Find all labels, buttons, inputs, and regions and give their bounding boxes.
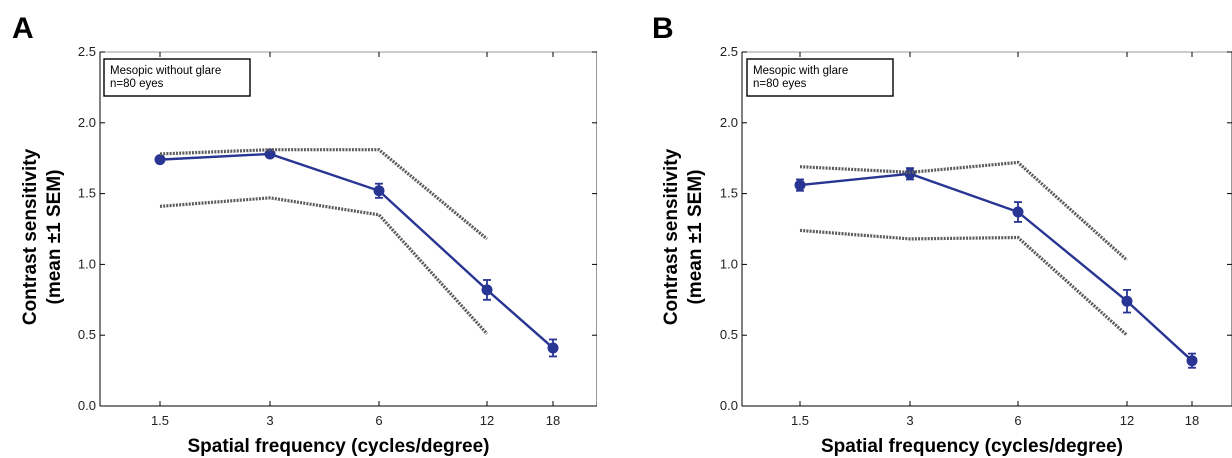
y-tick-label: 1.0 (720, 256, 738, 271)
y-tick-label: 1.0 (78, 256, 96, 271)
y-tick-label: 2.5 (720, 44, 738, 59)
chart-panel-b: B 0.0 0.5 1.0 1.5 2.0 2.5 1.5 3 6 12 18 Spatial freq… (652, 12, 1232, 457)
legend-box (103, 58, 251, 97)
x-tick-label: 6 (1014, 413, 1021, 428)
y-tick-label: 0.5 (720, 327, 738, 342)
x-tick-label: 1.5 (151, 413, 169, 428)
x-axis-title: Spatial frequency (cycles/degree) (187, 436, 489, 457)
y-axis-title-line: (mean ±1 SEM) (685, 169, 706, 304)
x-axis-title: Spatial frequency (cycles/degree) (821, 436, 1123, 457)
normal-lower-line (799, 228, 1129, 337)
normal-upper-line (159, 148, 489, 241)
mean-data-point (794, 179, 806, 191)
y-axis-title-line: Contrast sensitivity (20, 148, 41, 325)
plot-frame (741, 51, 1232, 407)
x-tick-label: 1.5 (791, 413, 809, 428)
normal-upper-line (799, 160, 1129, 262)
y-tick-label: 2.0 (720, 115, 738, 130)
plot-frame (99, 51, 597, 407)
legend-text: Mesopic without glare (110, 65, 221, 77)
x-tick-label: 6 (375, 413, 382, 428)
mean-data-point (373, 185, 385, 197)
x-tick-label: 18 (1185, 413, 1199, 428)
y-axis-title-line: Contrast sensitivity (661, 148, 682, 325)
y-tick-label: 1.5 (78, 186, 96, 201)
mean-data-point (154, 154, 166, 166)
x-tick-label: 12 (1120, 413, 1134, 428)
legend-text: n=80 eyes (110, 78, 164, 90)
y-tick-label: 0.5 (78, 327, 96, 342)
mean-series-line (159, 152, 554, 349)
y-tick-label: 2.0 (78, 115, 96, 130)
normal-lower-line (159, 196, 489, 335)
legend-text: n=80 eyes (753, 78, 807, 90)
x-tick-label: 18 (546, 413, 560, 428)
panel-letter: B (652, 12, 674, 45)
mean-series-line (799, 172, 1193, 362)
x-tick-label: 3 (906, 413, 913, 428)
legend-text: Mesopic with glare (753, 65, 848, 77)
y-tick-label: 2.5 (78, 44, 96, 59)
mean-data-point (1012, 206, 1024, 218)
y-tick-label: 1.5 (720, 186, 738, 201)
legend-box (746, 58, 894, 97)
y-axis-title: Contrast sensitivity (mean ±1 SEM) (661, 148, 706, 325)
y-tick-label: 0.0 (78, 398, 96, 413)
mean-data-point (1121, 295, 1133, 307)
chart-panel-a: A 0.0 0.5 1.0 1.5 2.0 2.5 1.5 3 6 12 18 Spatial freq… (12, 12, 597, 457)
mean-data-point (547, 342, 559, 354)
x-tick-label: 3 (266, 413, 273, 428)
y-tick-label: 0.0 (720, 398, 738, 413)
y-axis-title: Contrast sensitivity (mean ±1 SEM) (20, 148, 65, 325)
x-tick-label: 12 (480, 413, 494, 428)
mean-data-point (481, 284, 493, 296)
panel-letter: A (12, 12, 34, 45)
y-axis-title-line: (mean ±1 SEM) (44, 169, 65, 304)
mean-data-point (1186, 355, 1198, 367)
